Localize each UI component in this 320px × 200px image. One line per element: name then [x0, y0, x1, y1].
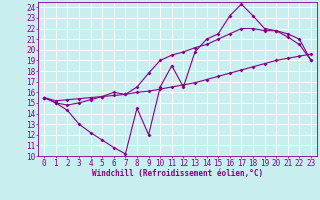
X-axis label: Windchill (Refroidissement éolien,°C): Windchill (Refroidissement éolien,°C)	[92, 169, 263, 178]
